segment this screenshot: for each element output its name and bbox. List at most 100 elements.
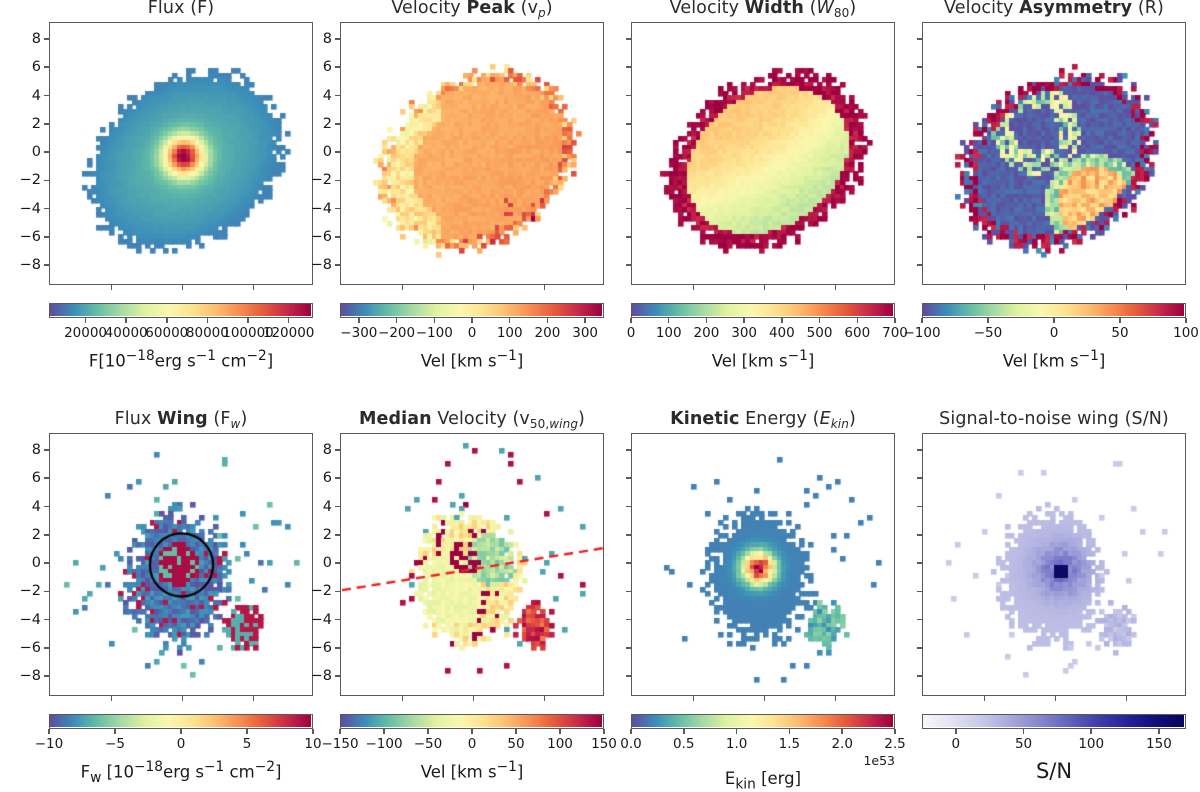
colorbar-tickmark xyxy=(955,729,957,734)
colorbar-tick-label: 150 xyxy=(1146,736,1172,752)
panel-title-5: Median Velocity (v50,wing) xyxy=(359,409,585,431)
y-tick-label: 6 xyxy=(31,59,41,76)
y-tickmark xyxy=(917,66,922,69)
colorbar-tickmark xyxy=(818,318,821,323)
y-tick-label: 8 xyxy=(31,441,41,458)
y-tickmark xyxy=(626,562,631,564)
y-tickmark xyxy=(626,123,631,125)
x-tickmark xyxy=(472,696,475,701)
y-tickmark xyxy=(44,236,49,238)
x-tickmark xyxy=(692,696,695,701)
y-tick-label: 6 xyxy=(31,470,41,487)
y-tickmark xyxy=(626,66,631,69)
y-tickmark xyxy=(335,590,340,593)
colorbar-tick-label: −150 xyxy=(321,736,359,752)
y-tickmark xyxy=(917,151,922,153)
colorbar-axis-label-1: Vel [km s−1] xyxy=(420,348,524,371)
colorbar-gradient-2 xyxy=(632,304,894,317)
x-tickmark xyxy=(110,696,113,701)
colorbar-tickmark xyxy=(630,729,632,734)
colorbar-tickmark xyxy=(471,729,473,734)
x-tickmark xyxy=(983,285,986,290)
x-tickmark xyxy=(1054,696,1057,701)
colorbar-tickmark xyxy=(546,318,549,323)
colorbar-gradient-1 xyxy=(341,304,603,317)
colorbar-tickmark xyxy=(584,318,586,323)
colorbar-tickmark xyxy=(735,729,738,734)
y-tickmark xyxy=(917,477,922,480)
y-tick-label: −6 xyxy=(310,228,332,245)
colorbar-tick-label: −5 xyxy=(105,736,125,752)
x-tickmark xyxy=(401,285,404,290)
colorbar-tick-label: 100 xyxy=(1173,325,1199,341)
x-tickmark xyxy=(252,285,255,290)
colorbar-tick-label: −50 xyxy=(973,325,1003,341)
colorbar-gradient-5 xyxy=(341,715,603,728)
y-tick-label: 0 xyxy=(322,555,332,572)
heatmap-canvas-4 xyxy=(50,434,312,695)
x-tickmark xyxy=(181,696,184,701)
y-tickmark xyxy=(335,675,340,677)
colorbar-tick-label: 100 xyxy=(496,325,523,341)
y-tickmark xyxy=(626,477,631,480)
colorbar-tick-label: 1.0 xyxy=(725,736,748,752)
y-tickmark xyxy=(44,477,49,480)
colorbar-tick-label: 500 xyxy=(806,325,833,341)
y-tick-label: −8 xyxy=(19,257,41,274)
y-tickmark xyxy=(917,179,922,182)
colorbar-tickmark xyxy=(1022,729,1025,734)
x-tickmark xyxy=(834,285,837,290)
y-tick-label: −2 xyxy=(310,172,332,189)
colorbar-tick-label: 0.5 xyxy=(673,736,695,752)
colorbar-tick-label: 0.0 xyxy=(620,736,642,752)
y-tickmark xyxy=(44,449,49,451)
heatmap-canvas-1 xyxy=(341,23,603,284)
colorbar-5 xyxy=(340,714,604,729)
y-tick-label: 0 xyxy=(31,144,41,161)
y-tickmark xyxy=(335,647,340,649)
y-tickmark xyxy=(335,477,340,480)
y-tickmark xyxy=(44,264,49,266)
y-tick-label: 6 xyxy=(322,59,332,76)
y-tickmark xyxy=(335,38,340,40)
y-tickmark xyxy=(917,264,922,266)
y-tickmark xyxy=(44,675,49,677)
y-tickmark xyxy=(626,618,631,621)
colorbar-tickmark xyxy=(166,318,168,323)
colorbar-tick-label: 5 xyxy=(242,736,252,752)
y-tick-label: −4 xyxy=(310,200,332,217)
y-tickmark xyxy=(917,505,922,508)
colorbar-1 xyxy=(340,303,604,318)
colorbar-tickmark xyxy=(395,318,398,323)
colorbar-tickmark xyxy=(856,318,859,323)
colorbar-tickmark xyxy=(603,729,605,734)
x-tickmark xyxy=(763,285,766,290)
x-tickmark xyxy=(543,285,546,290)
y-tick-label: 8 xyxy=(31,30,41,47)
y-tickmark xyxy=(626,675,631,677)
y-tick-label: −2 xyxy=(19,583,41,600)
colorbar-tick-label: −100 xyxy=(415,325,453,341)
y-tickmark xyxy=(917,207,922,210)
colorbar-tickmark xyxy=(667,318,670,323)
colorbar-0 xyxy=(49,303,313,318)
colorbar-tickmark xyxy=(743,318,745,323)
y-tick-label: 4 xyxy=(31,87,41,104)
y-tickmark xyxy=(626,236,631,238)
y-tick-label: −4 xyxy=(19,611,41,628)
panel-title-4: Flux Wing (Fw) xyxy=(114,409,248,431)
y-tick-label: 0 xyxy=(322,144,332,161)
colorbar-tickmark xyxy=(841,729,843,734)
colorbar-tickmark xyxy=(114,729,116,734)
colorbar-gradient-4 xyxy=(50,715,312,728)
colorbar-tick-label: 100000 xyxy=(222,325,274,341)
heatmap-canvas-5 xyxy=(341,434,603,695)
panel-title-0: Flux (F) xyxy=(147,0,215,18)
y-tickmark xyxy=(44,179,49,182)
colorbar-tick-label: 50 xyxy=(1111,325,1129,341)
colorbar-tickmark xyxy=(287,318,290,323)
y-tick-label: 4 xyxy=(322,498,332,515)
colorbar-tick-label: 0 xyxy=(951,736,961,752)
y-tickmark xyxy=(335,562,340,564)
y-tick-label: 4 xyxy=(322,87,332,104)
